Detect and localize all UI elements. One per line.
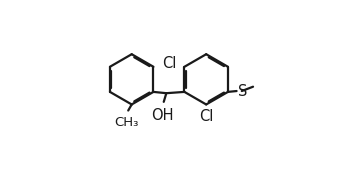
Text: Cl: Cl — [199, 109, 214, 124]
Text: OH: OH — [151, 108, 173, 123]
Text: S: S — [238, 84, 248, 99]
Text: CH₃: CH₃ — [114, 116, 139, 129]
Text: Cl: Cl — [162, 56, 177, 71]
